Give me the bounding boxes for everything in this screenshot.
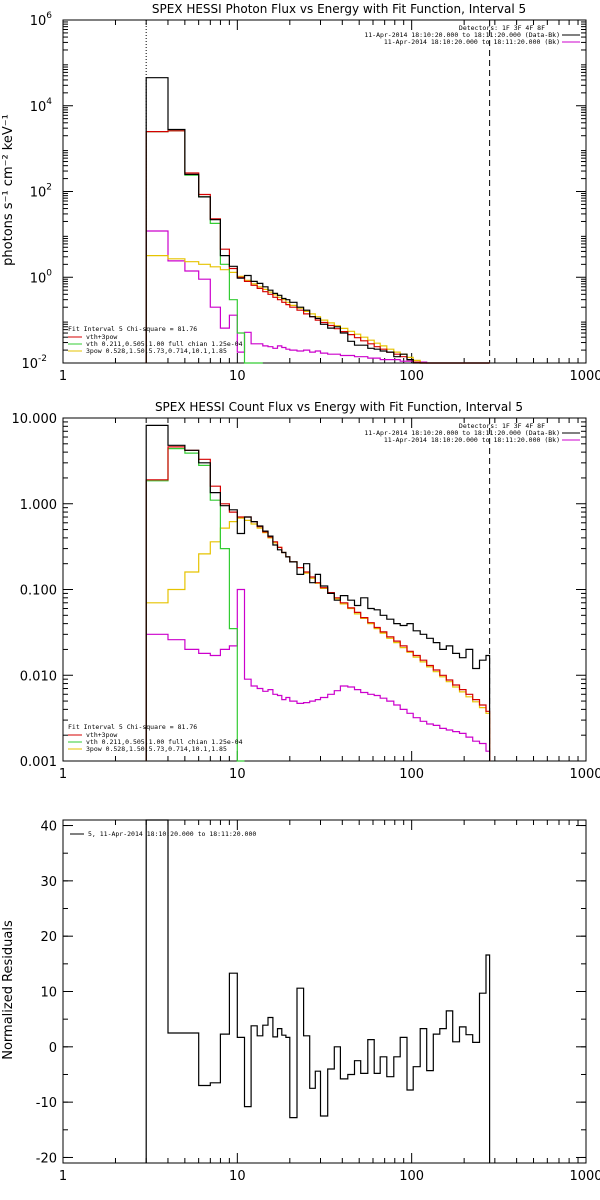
residuals-panel: 1 10 100 1000 -20 -10 0 10 20 30 40 Normalized Res… xyxy=(1,819,600,1184)
count-flux-title: SPEX HESSI Count Flux vs Energy with Fit… xyxy=(155,400,523,414)
x-tick-label: 100 xyxy=(399,1169,424,1184)
background-step-curve xyxy=(145,588,491,761)
fit-sum-label: vth+3pow xyxy=(86,731,117,739)
photon-flux-title: SPEX HESSI Photon Flux vs Energy with Fi… xyxy=(152,2,526,16)
y-tick-label: 100 xyxy=(30,268,53,286)
bk-interval-label: 11-Apr-2014 18:10:20.000 to 18:11:20.000… xyxy=(384,436,560,444)
bk-interval-label: 11-Apr-2014 18:10:20.000 to 18:11:20.000… xyxy=(384,38,560,46)
x-tick-label: 100 xyxy=(399,767,424,782)
count-flux-panel: SPEX HESSI Count Flux vs Energy with Fit… xyxy=(12,400,600,782)
residuals-series xyxy=(145,819,491,1163)
photon-flux-detector-legend: Detectors: 1F 3F 4F 8F 11-Apr-2014 18:10… xyxy=(364,24,580,46)
y-tick-label: 20 xyxy=(40,930,57,945)
x-tick-label: 1 xyxy=(59,767,67,782)
x-tick-label: 100 xyxy=(399,369,424,384)
x-tick-label: 10 xyxy=(229,767,246,782)
y-tick-label: 0.001 xyxy=(20,755,57,770)
y-tick-label: 10.000 xyxy=(12,412,58,427)
count-flux-fit-legend: Fit Interval 5 Chi-square = 81.76 vth+3p… xyxy=(68,723,243,753)
x-tick-label: 1000 xyxy=(569,767,600,782)
total-step-curve xyxy=(145,77,490,364)
photon-flux-range-markers xyxy=(145,20,491,363)
bpow-step-curve xyxy=(145,517,491,761)
fit-sum-step-curve xyxy=(145,446,491,761)
y-tick-label: 10-2 xyxy=(21,354,47,372)
x-tick-label: 1 xyxy=(59,1169,67,1184)
residuals-ticks: 1 10 100 1000 -20 -10 0 10 20 30 40 xyxy=(36,820,600,1184)
fit-sum-step-curve xyxy=(145,130,490,364)
photon-flux-fit-legend: Fit Interval 5 Chi-square = 81.76 vth+3p… xyxy=(68,325,243,355)
bpow-params-label: 3pow 0.528,1.50,5.73,0.714,10.1,1.85 xyxy=(86,347,227,355)
y-tick-label: 40 xyxy=(40,820,57,835)
photon-flux-series xyxy=(145,77,490,364)
vth-params-label: vth 0.211,0.505,1.00 full chian 1.25e-04 xyxy=(86,738,243,746)
y-tick-label: 10 xyxy=(40,986,57,1001)
residuals-axes-frame xyxy=(62,819,587,1164)
y-tick-label: 1.000 xyxy=(20,498,57,513)
count-flux-series xyxy=(145,424,491,762)
photon-flux-panel: SPEX HESSI Photon Flux vs Energy with Fi… xyxy=(1,2,600,384)
y-tick-label: 0 xyxy=(49,1041,57,1056)
fit-interval-label: Fit Interval 5 Chi-square = 81.76 xyxy=(68,723,197,731)
y-tick-label: -10 xyxy=(36,1096,57,1111)
detectors-label: Detectors: 1F 3F 4F 8F xyxy=(459,24,545,32)
total-step-curve xyxy=(145,424,491,761)
detectors-label: Detectors: 1F 3F 4F 8F xyxy=(459,422,545,430)
residuals-ylabel: Normalized Residuals xyxy=(1,920,16,1060)
y-tick-label: 30 xyxy=(40,875,57,890)
count-flux-ticks: 1 10 100 1000 0.001 0.010 0.100 1.000 10.000 xyxy=(12,412,600,782)
y-tick-label: -20 xyxy=(36,1151,57,1166)
vth-params-label: vth 0.211,0.505,1.00 full chian 1.25e-04 xyxy=(86,340,243,348)
y-tick-label: 104 xyxy=(30,97,53,115)
total-step-curve xyxy=(145,819,491,1163)
y-tick-label: 0.010 xyxy=(20,669,57,684)
x-tick-label: 10 xyxy=(229,1169,246,1184)
data-bk-interval-label: 11-Apr-2014 18:10:20.000 to 18:11:20.000… xyxy=(364,429,560,437)
x-tick-label: 10 xyxy=(229,369,246,384)
y-tick-label: 102 xyxy=(30,183,52,201)
photon-flux-ylabel: photons s⁻¹ cm⁻² keV⁻¹ xyxy=(1,114,16,266)
x-tick-label: 1000 xyxy=(569,369,600,384)
residual-interval-label: 5, 11-Apr-2014 18:10:20.000 to 18:11:20.… xyxy=(88,830,256,838)
fit-sum-label: vth+3pow xyxy=(86,333,117,341)
residuals-legend: 5, 11-Apr-2014 18:10:20.000 to 18:11:20.… xyxy=(70,830,256,838)
vth-step-curve xyxy=(145,448,245,762)
x-tick-label: 1000 xyxy=(569,1169,600,1184)
data-bk-interval-label: 11-Apr-2014 18:10:20.000 to 18:11:20.000… xyxy=(364,31,560,39)
count-flux-axes-frame xyxy=(62,417,587,762)
count-flux-detector-legend: Detectors: 1F 3F 4F 8F 11-Apr-2014 18:10… xyxy=(364,422,580,444)
y-tick-label: 106 xyxy=(30,11,53,29)
x-tick-label: 1 xyxy=(59,369,67,384)
bpow-params-label: 3pow 0.528,1.50,5.73,0.714,10.1,1.85 xyxy=(86,745,227,753)
photon-flux-axes-frame xyxy=(62,19,587,364)
y-tick-label: 0.100 xyxy=(20,584,57,599)
fit-interval-label: Fit Interval 5 Chi-square = 81.76 xyxy=(68,325,197,333)
